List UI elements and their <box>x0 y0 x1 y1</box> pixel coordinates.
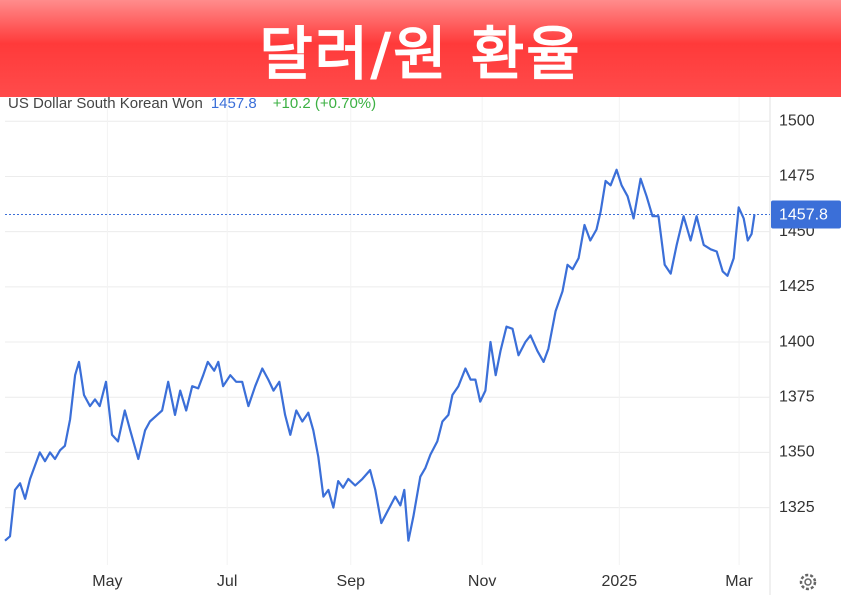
title-banner: 달러/원 환율 <box>0 0 841 97</box>
legend-change: +10.2 (+0.70%) <box>272 95 377 112</box>
y-tick-label: 1425 <box>779 278 815 295</box>
x-tick-label: Nov <box>468 573 496 590</box>
x-tick-label: Jul <box>217 573 237 590</box>
y-tick-label: 1325 <box>779 499 815 516</box>
series-line <box>4 168 756 542</box>
last-value-tag <box>771 200 841 229</box>
legend-name: US Dollar South Korean Won <box>8 95 203 112</box>
y-tick-label: 1375 <box>779 388 815 405</box>
x-tick-label: Sep <box>337 573 366 590</box>
y-tick-label: 1350 <box>779 444 815 461</box>
chart-title: 달러/원 환율 <box>259 19 582 88</box>
settings-gear <box>799 573 817 591</box>
settings-hole <box>804 578 812 586</box>
y-tick-label: 1475 <box>779 168 815 185</box>
legend: US Dollar South Korean Won 1457.8 +10.2 … <box>8 95 376 112</box>
x-tick-label: Mar <box>725 573 753 590</box>
y-tick-label: 1400 <box>779 333 815 350</box>
legend-last-value: 1457.8 <box>210 95 257 112</box>
settings-icon[interactable] <box>799 573 817 591</box>
x-tick-label: 2025 <box>602 573 638 590</box>
x-tick-label: May <box>92 573 122 590</box>
last-value-label: 1457.8 <box>779 207 828 224</box>
y-tick-label: 1500 <box>779 113 815 130</box>
